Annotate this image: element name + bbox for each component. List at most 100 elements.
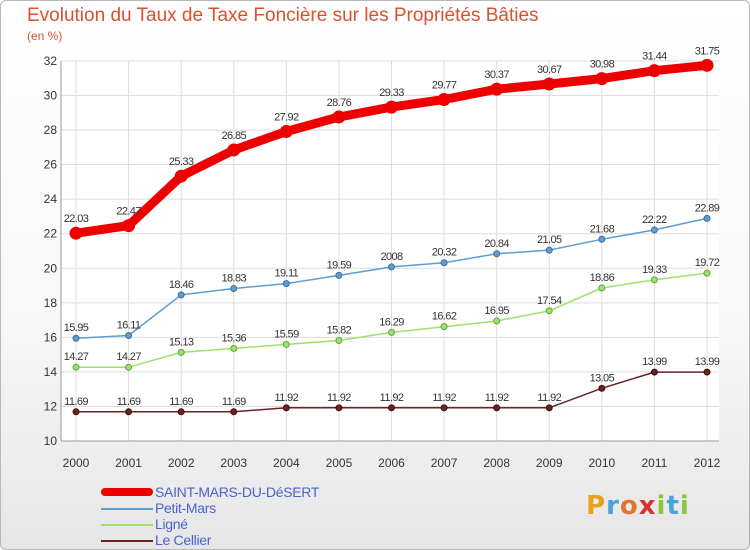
data-point [230,284,238,292]
data-point [598,284,606,292]
plot-area [61,61,719,441]
data-label: 13.99 [642,356,667,368]
data-point [125,331,133,339]
x-tick-label: 2010 [588,456,615,470]
data-point [282,280,290,288]
data-point [72,334,80,342]
data-label: 21.05 [537,234,562,246]
data-point [700,58,714,72]
y-tick-label: 26 [44,158,58,172]
data-label: 18.46 [169,279,194,291]
data-label: 2008 [380,251,403,263]
data-label: 29.77 [432,80,457,92]
x-tick-label: 2009 [536,456,563,470]
data-point [437,93,451,107]
y-tick-label: 28 [44,123,58,137]
data-label: 11.92 [537,392,561,404]
data-point [385,100,398,114]
data-point [490,82,504,96]
legend-swatch-le-cellier [101,540,153,542]
data-point [703,368,711,376]
data-point [335,271,343,279]
data-label: 28.76 [327,97,352,109]
chart-title: Evolution du Taux de Taxe Foncière sur l… [27,5,539,26]
data-point [279,124,293,138]
data-point [703,214,711,222]
data-label: 14.27 [64,351,89,363]
data-point [125,408,133,416]
x-tick-label: 2012 [694,456,721,470]
data-label: 30.98 [590,59,615,71]
proxiti-logo: Proxiti [586,491,690,521]
y-tick-label: 32 [44,54,58,68]
logo-letter: i [679,491,690,521]
data-label: 11.92 [485,392,509,404]
data-label: 16.95 [484,305,509,317]
data-label: 16.11 [117,319,141,331]
data-point [647,64,661,78]
data-label: 20.32 [432,247,457,259]
x-tick-label: 2002 [168,456,195,470]
y-tick-label: 14 [44,365,58,379]
data-point [493,404,501,412]
data-label: 13.05 [590,372,615,384]
data-point [282,340,290,348]
legend-swatch-petit-mars [101,508,153,510]
data-label: 26.85 [221,130,246,142]
data-label: 22.47 [116,206,141,218]
data-point [335,404,343,412]
x-tick-label: 2011 [642,456,668,470]
data-label: 27.92 [274,111,299,123]
data-label: 21.68 [590,223,615,235]
data-label: 11.69 [169,396,193,408]
data-point [650,368,658,376]
data-point [493,250,501,258]
y-tick-label: 22 [44,227,58,241]
data-point [440,323,448,331]
data-label: 11.92 [380,392,404,404]
data-point [388,263,395,271]
data-point [72,408,80,416]
data-point [545,246,553,254]
y-tick-label: 16 [44,330,58,344]
data-point [282,404,290,412]
data-label: 11.69 [64,396,88,408]
data-label: 16.29 [379,316,404,328]
data-label: 19.11 [274,268,298,280]
data-point [177,291,185,299]
data-point [650,276,658,284]
data-point [440,259,448,267]
data-label: 19.33 [642,264,667,276]
data-point [545,307,553,315]
data-point [595,72,609,86]
y-tick-label: 20 [44,261,58,275]
data-point [542,77,556,91]
data-point [335,336,343,344]
data-label: 30.37 [484,69,509,81]
data-label: 19.72 [695,257,720,269]
y-tick-label: 30 [44,89,58,103]
x-tick-label: 2000 [63,456,90,470]
data-label: 11.69 [117,396,141,408]
y-tick-label: 18 [44,296,58,310]
data-point [72,363,80,371]
data-point [598,235,606,243]
data-point [388,328,395,336]
data-label: 22.89 [695,202,720,214]
x-tick-label: 2004 [273,456,300,470]
data-point [177,348,185,356]
y-tick-label: 12 [44,399,58,413]
data-label: 11.92 [274,392,298,404]
legend-label-le-cellier: Le Cellier [155,532,212,548]
x-tick-label: 2001 [115,456,142,470]
data-label: 18.86 [590,272,615,284]
x-tick-label: 2003 [220,456,247,470]
data-label: 16.62 [432,311,457,323]
data-label: 11.69 [222,396,246,408]
logo-letter: o [619,491,639,521]
legend-label-saint-mars: SAINT-MARS-DU-DéSERT [155,484,320,500]
data-label: 31.44 [642,51,667,63]
data-point [440,404,448,412]
data-point [598,384,606,392]
